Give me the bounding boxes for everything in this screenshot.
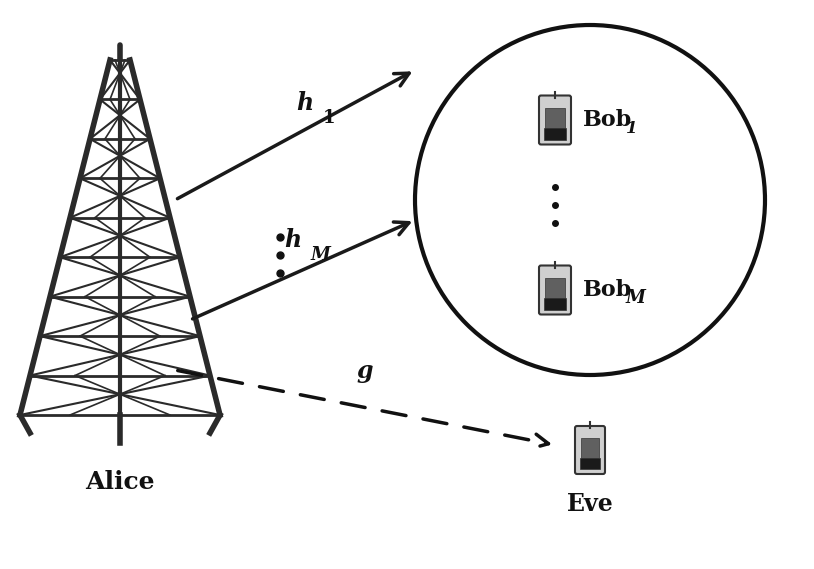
Bar	[544, 298, 567, 310]
FancyBboxPatch shape	[575, 426, 605, 474]
FancyBboxPatch shape	[539, 266, 571, 315]
Bar	[580, 458, 601, 469]
Text: Bob: Bob	[583, 279, 632, 301]
FancyBboxPatch shape	[539, 96, 571, 145]
Text: Bob: Bob	[583, 109, 632, 131]
Text: 1: 1	[323, 109, 335, 127]
Text: h: h	[284, 228, 301, 252]
Text: h: h	[296, 91, 313, 115]
Text: 1: 1	[626, 119, 637, 137]
Bar	[544, 128, 567, 139]
Bar	[545, 278, 565, 298]
Bar	[545, 108, 565, 128]
Text: Alice: Alice	[85, 470, 155, 494]
Text: Eve: Eve	[567, 492, 614, 516]
Text: g: g	[357, 358, 374, 382]
Bar	[581, 438, 599, 457]
Text: M: M	[626, 289, 646, 307]
Text: M: M	[310, 246, 330, 264]
